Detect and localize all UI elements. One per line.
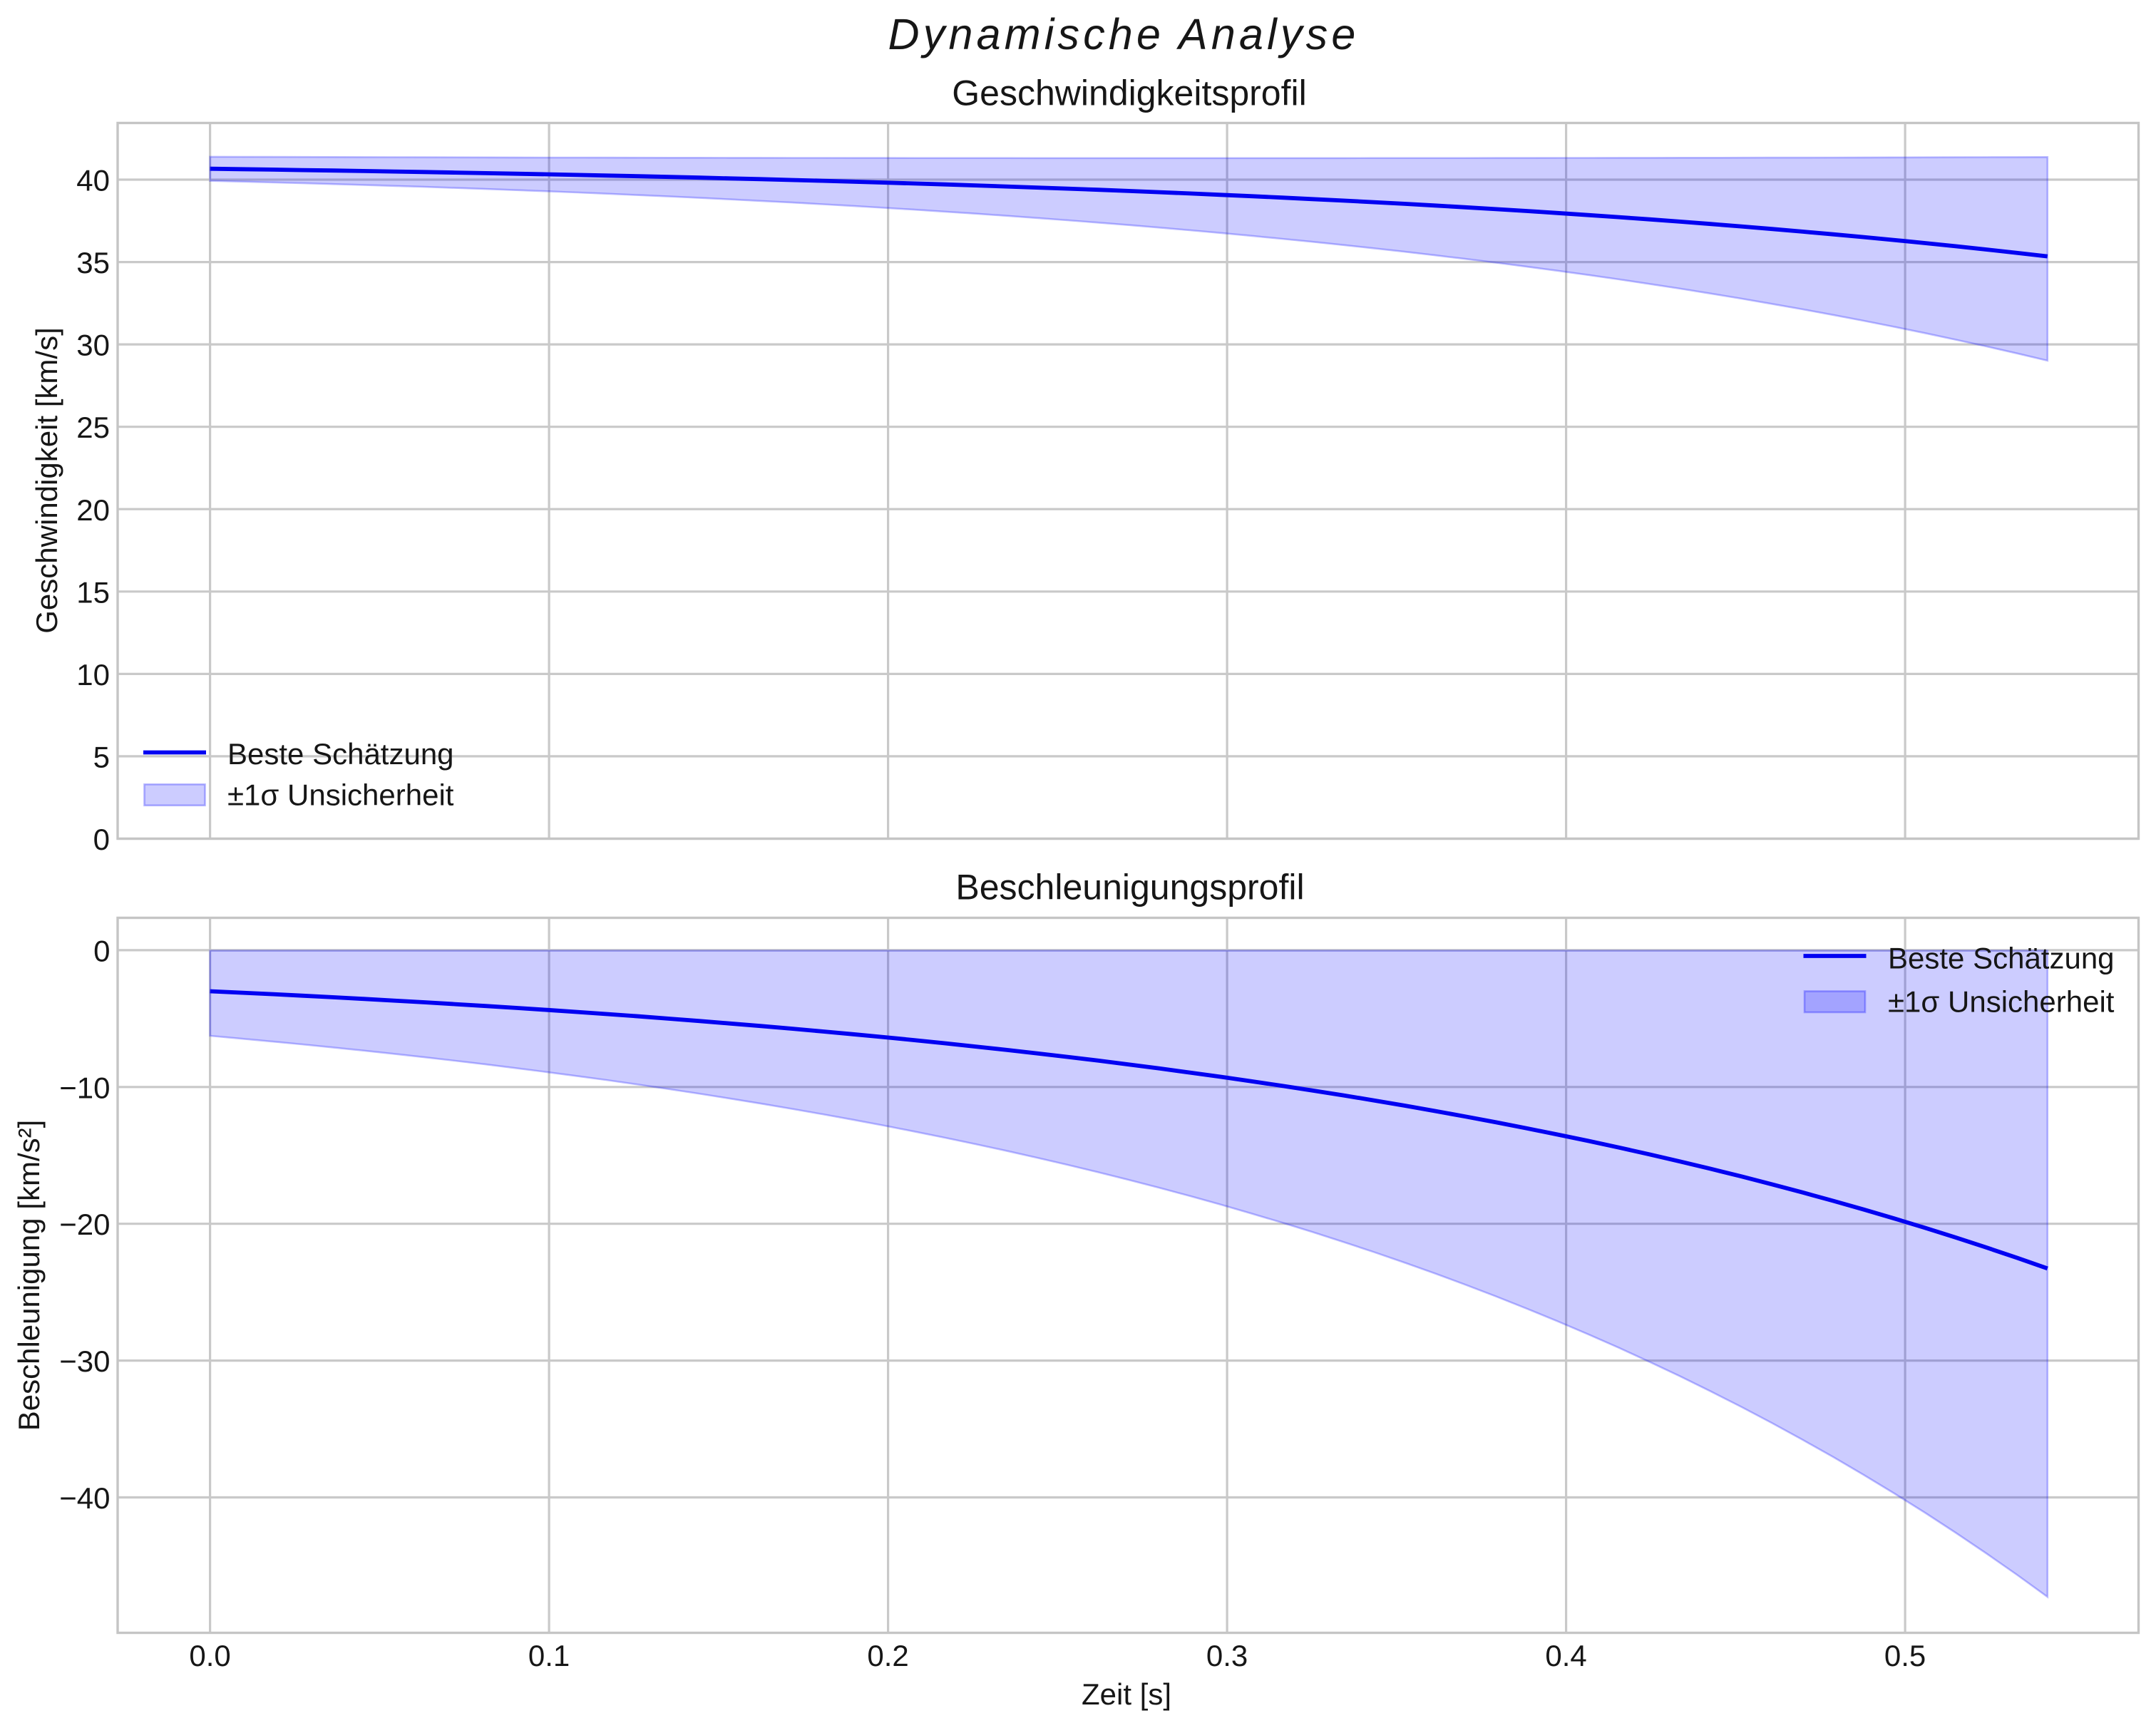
svg-text:±1σ Unsicherheit: ±1σ Unsicherheit xyxy=(227,778,454,812)
svg-text:20: 20 xyxy=(76,493,110,527)
svg-text:10: 10 xyxy=(76,658,110,691)
svg-text:Beschleunigungsprofil: Beschleunigungsprofil xyxy=(955,868,1304,907)
svg-text:0.2: 0.2 xyxy=(867,1639,908,1672)
svg-text:25: 25 xyxy=(76,411,110,444)
svg-text:5: 5 xyxy=(93,740,110,773)
svg-text:±1σ Unsicherheit: ±1σ Unsicherheit xyxy=(1888,985,2115,1019)
svg-text:−10: −10 xyxy=(59,1071,110,1104)
svg-text:Dynamische Analyse: Dynamische Analyse xyxy=(888,10,1360,58)
svg-text:0.3: 0.3 xyxy=(1206,1639,1248,1672)
svg-text:0.0: 0.0 xyxy=(189,1639,230,1672)
svg-text:0.4: 0.4 xyxy=(1545,1639,1586,1672)
svg-text:0: 0 xyxy=(93,823,110,856)
svg-text:0: 0 xyxy=(93,934,110,967)
svg-text:−40: −40 xyxy=(59,1481,110,1515)
svg-text:40: 40 xyxy=(76,164,110,197)
svg-text:15: 15 xyxy=(76,575,110,609)
svg-text:Beschleunigung [km/s²]: Beschleunigung [km/s²] xyxy=(12,1120,46,1431)
svg-text:0.1: 0.1 xyxy=(528,1639,570,1672)
svg-text:Geschwindigkeit [km/s]: Geschwindigkeit [km/s] xyxy=(30,327,63,633)
svg-text:−30: −30 xyxy=(59,1344,110,1378)
svg-text:30: 30 xyxy=(76,329,110,362)
svg-text:0.5: 0.5 xyxy=(1884,1639,1926,1672)
svg-text:Zeit [s]: Zeit [s] xyxy=(1082,1677,1171,1711)
svg-text:Geschwindigkeitsprofil: Geschwindigkeitsprofil xyxy=(952,73,1306,113)
svg-text:35: 35 xyxy=(76,246,110,279)
svg-text:Beste Schätzung: Beste Schätzung xyxy=(1888,942,2115,975)
svg-text:Beste Schätzung: Beste Schätzung xyxy=(227,737,454,771)
svg-text:−20: −20 xyxy=(59,1208,110,1241)
